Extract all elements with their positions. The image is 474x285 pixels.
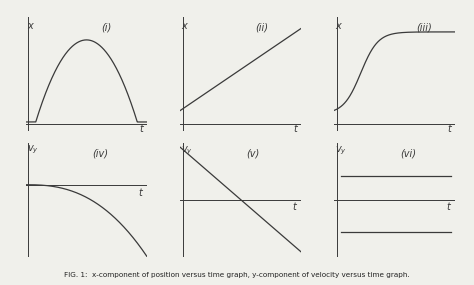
- Text: $v_y$: $v_y$: [336, 144, 347, 157]
- Text: t: t: [292, 202, 296, 212]
- Text: (ii): (ii): [255, 23, 268, 33]
- Text: t: t: [293, 124, 297, 134]
- Text: (i): (i): [101, 23, 111, 33]
- Text: (iv): (iv): [92, 148, 109, 158]
- Text: (v): (v): [246, 148, 260, 158]
- Text: $v_y$: $v_y$: [182, 144, 193, 157]
- Text: (vi): (vi): [401, 148, 417, 158]
- Text: t: t: [447, 202, 450, 212]
- Text: t: t: [138, 188, 142, 198]
- Text: (iii): (iii): [416, 23, 432, 33]
- Text: FIG. 1:  x-component of position versus time graph, y-component of velocity vers: FIG. 1: x-component of position versus t…: [64, 272, 410, 278]
- Text: x: x: [27, 21, 33, 30]
- Text: $v_y$: $v_y$: [27, 144, 39, 156]
- Text: t: t: [139, 124, 143, 134]
- Text: t: t: [447, 124, 451, 134]
- Text: x: x: [182, 21, 187, 30]
- Text: x: x: [336, 21, 341, 30]
